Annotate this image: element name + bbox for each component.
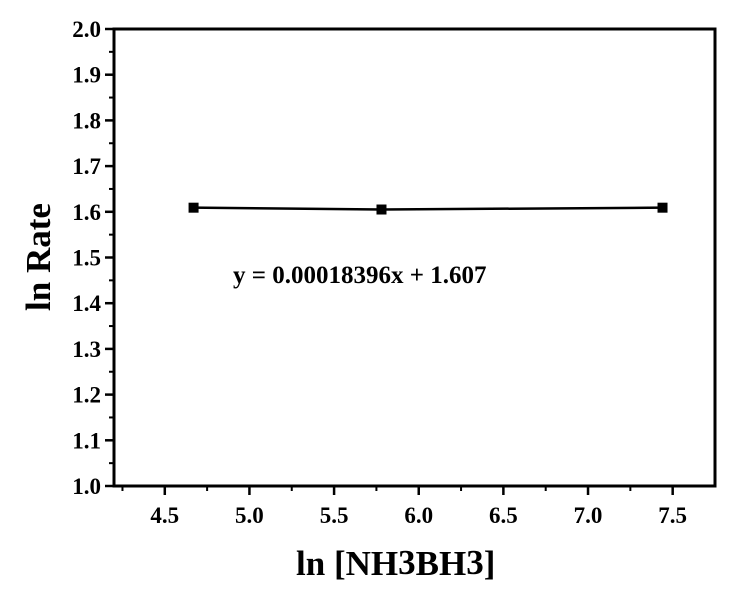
x-tick-label: 6.5 [489,503,518,528]
x-tick-label: 7.0 [574,503,603,528]
y-tick-label: 1.2 [72,383,101,408]
data-point-marker [657,202,668,213]
series-layer [188,202,668,215]
x-tick-label: 7.5 [658,503,687,528]
y-tick-label: 1.7 [72,154,101,179]
y-axis-title: ln Rate [19,203,58,311]
y-tick-label: 1.9 [72,63,101,88]
y-tick-label: 1.3 [72,337,101,362]
y-tick-label: 1.1 [72,428,101,453]
plot-frame [112,27,717,488]
data-point-marker [376,204,387,215]
y-tick-label: 1.8 [72,108,101,133]
x-tick-label: 5.5 [320,503,349,528]
x-tick-label: 5.0 [235,503,264,528]
y-tick-label: 2.0 [72,17,101,42]
x-tick-label: 4.5 [150,503,179,528]
x-axis-ticks: 4.5 5.0 5.5 6.0 6.5 7.0 7.5 [121,486,687,528]
data-point-marker [188,202,199,213]
y-axis-ticks: 1.0 1.1 1.2 1.3 1.4 1.5 1.6 1.7 1.8 1.9 2.0 [72,17,114,499]
y-tick-label: 1.0 [72,474,101,499]
series-line [193,206,663,211]
y-tick-label: 1.5 [72,246,101,271]
y-tick-label: 1.4 [72,291,101,316]
equation-annotation: y = 0.00018396x + 1.607 [233,262,487,289]
x-axis-title: ln [NH3BH3] [296,543,495,583]
y-tick-label: 1.6 [72,200,101,225]
x-tick-label: 6.0 [404,503,433,528]
